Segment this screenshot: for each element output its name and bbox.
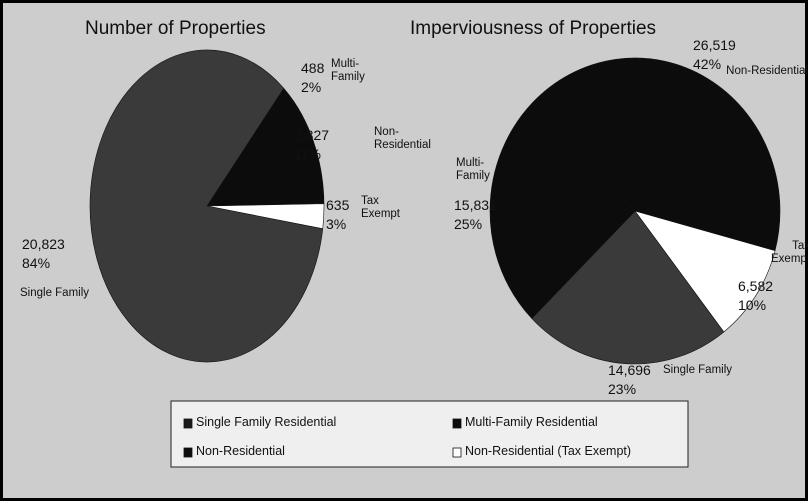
- legend-swatch: [183, 418, 193, 429]
- slice-percent-label: 84%: [22, 255, 51, 271]
- slice-name-label: Multi-Family: [456, 157, 490, 183]
- slice-value-label: 488: [301, 60, 325, 76]
- legend-box: [170, 400, 689, 468]
- slice-percent-label: 3%: [326, 216, 347, 232]
- slice-name-label: Non-Residential: [726, 65, 808, 77]
- slice-percent-label: 11%: [294, 146, 321, 162]
- slice-name-label: Single Family: [663, 364, 733, 376]
- legend-swatch: [183, 447, 193, 458]
- slice-value-label: 6,582: [738, 278, 774, 294]
- slice-name-label: Tax Exempt: [361, 195, 400, 221]
- legend-label: Non-Residential (Tax Exempt): [465, 444, 632, 458]
- slice-percent-label: 42%: [693, 56, 722, 72]
- slice-name-label: Multi-Family: [331, 58, 365, 84]
- pie-slice: [634, 210, 776, 333]
- pie-slice: [531, 210, 725, 365]
- slice-name-label: Single Family: [20, 287, 90, 299]
- slice-value-label: 635: [326, 197, 350, 213]
- pie-slice: [206, 101, 325, 207]
- slice-value-label: 2,827: [294, 127, 330, 143]
- chart-title: Imperviousness of Properties: [410, 18, 657, 39]
- legend-label: Single Family Residential: [196, 415, 337, 429]
- slice-name-label: Tax Exempt: [771, 240, 808, 266]
- slice-value-label: 20,823: [22, 236, 65, 252]
- legend-label: Non-Residential: [196, 444, 285, 458]
- chart-title: Number of Properties: [85, 18, 266, 39]
- pie-slice: [531, 57, 781, 251]
- pie-slice: [89, 49, 324, 363]
- legend-swatch: [452, 447, 462, 458]
- slice-percent-label: 25%: [454, 216, 483, 232]
- pie-slice: [489, 102, 636, 319]
- slice-percent-label: 23%: [608, 381, 637, 397]
- slice-percent-label: 10%: [738, 297, 767, 313]
- slice-percent-label: 2%: [301, 79, 322, 95]
- slice-value-label: 26,519: [693, 37, 736, 53]
- slice-value-label: 14,696: [608, 362, 651, 378]
- legend-swatch: [452, 418, 462, 429]
- legend-label: Multi-Family Residential: [465, 415, 598, 429]
- slice-name-label: Non-Residential: [374, 126, 431, 152]
- slice-value-label: 15,831: [454, 197, 497, 213]
